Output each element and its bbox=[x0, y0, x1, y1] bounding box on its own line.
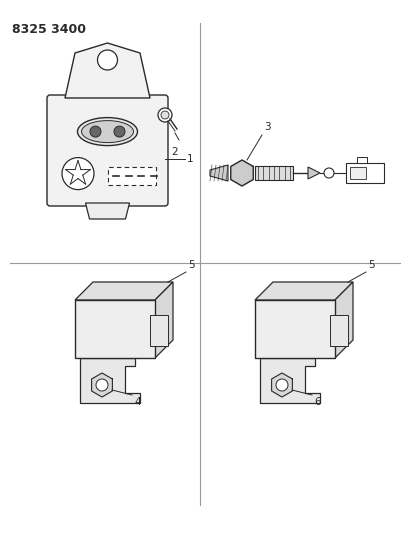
Circle shape bbox=[96, 379, 108, 391]
FancyBboxPatch shape bbox=[345, 163, 383, 183]
Text: 3: 3 bbox=[263, 122, 270, 132]
Polygon shape bbox=[85, 203, 129, 219]
FancyBboxPatch shape bbox=[75, 300, 155, 358]
Polygon shape bbox=[271, 373, 292, 397]
Polygon shape bbox=[65, 43, 150, 98]
Text: 1: 1 bbox=[187, 154, 193, 164]
Text: 5: 5 bbox=[188, 260, 194, 270]
Polygon shape bbox=[334, 282, 352, 358]
Polygon shape bbox=[80, 358, 139, 403]
FancyBboxPatch shape bbox=[254, 166, 292, 180]
Text: 4: 4 bbox=[134, 397, 140, 407]
Circle shape bbox=[114, 126, 125, 137]
Polygon shape bbox=[209, 165, 227, 181]
Circle shape bbox=[323, 168, 333, 178]
Circle shape bbox=[90, 126, 101, 137]
FancyBboxPatch shape bbox=[254, 300, 334, 358]
FancyBboxPatch shape bbox=[47, 95, 168, 206]
FancyBboxPatch shape bbox=[349, 167, 365, 179]
Ellipse shape bbox=[81, 120, 133, 143]
Ellipse shape bbox=[77, 118, 137, 146]
Polygon shape bbox=[155, 282, 173, 358]
Text: 6: 6 bbox=[313, 397, 320, 407]
Polygon shape bbox=[307, 167, 319, 179]
Polygon shape bbox=[75, 282, 173, 300]
Text: 8325 3400: 8325 3400 bbox=[12, 23, 86, 36]
Circle shape bbox=[97, 50, 117, 70]
FancyBboxPatch shape bbox=[329, 314, 347, 346]
Circle shape bbox=[157, 108, 172, 122]
FancyBboxPatch shape bbox=[150, 314, 168, 346]
Text: 2: 2 bbox=[171, 147, 178, 157]
Text: 5: 5 bbox=[367, 260, 374, 270]
Polygon shape bbox=[91, 373, 112, 397]
FancyBboxPatch shape bbox=[108, 167, 155, 185]
Polygon shape bbox=[230, 160, 253, 186]
Circle shape bbox=[62, 158, 94, 190]
Circle shape bbox=[161, 111, 169, 119]
Polygon shape bbox=[254, 282, 352, 300]
FancyBboxPatch shape bbox=[357, 157, 366, 163]
Polygon shape bbox=[259, 358, 319, 403]
Circle shape bbox=[275, 379, 287, 391]
